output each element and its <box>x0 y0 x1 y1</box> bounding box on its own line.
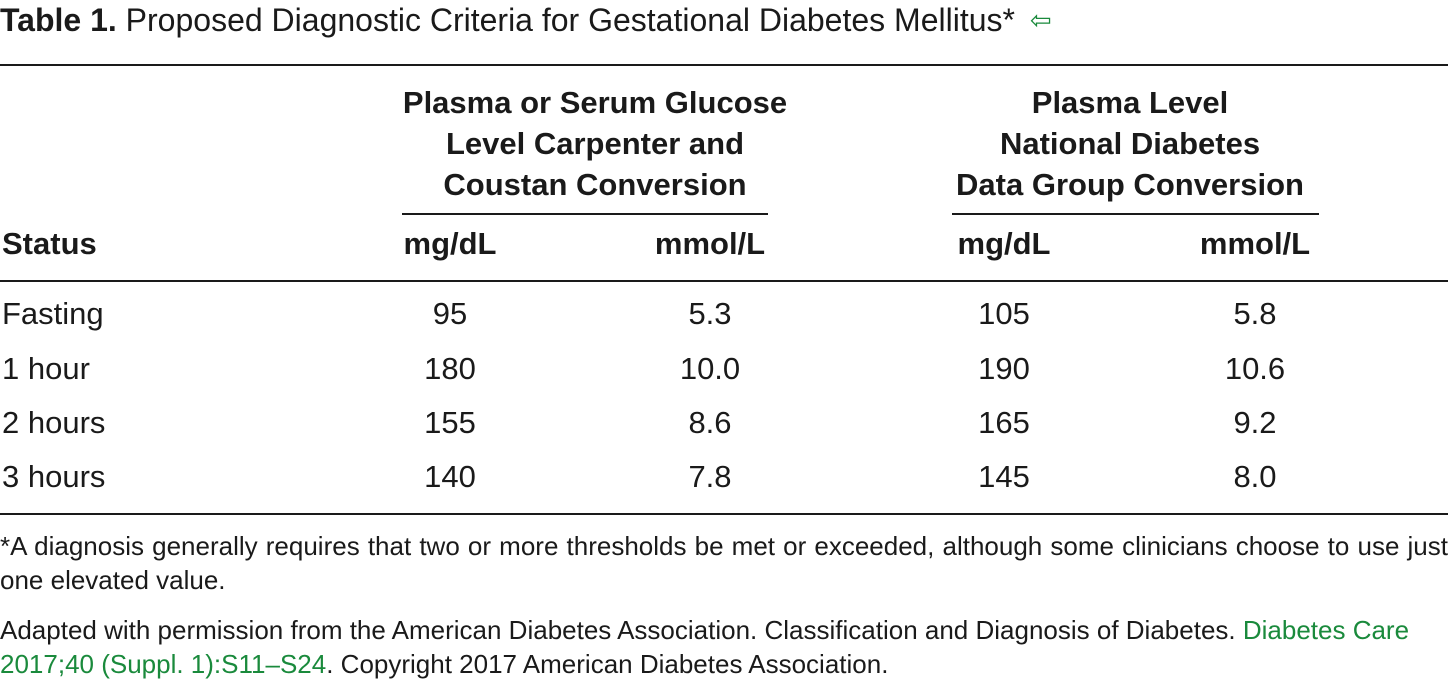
group-header-line: Coustan Conversion <box>443 167 747 202</box>
header-rule <box>0 280 1448 282</box>
table-footnote: *A diagnosis generally requires that two… <box>0 531 1448 595</box>
table-title-text: Proposed Diagnostic Criteria for Gestati… <box>125 2 1015 38</box>
source-prefix: Adapted with permission from the America… <box>0 615 1236 645</box>
back-arrow-icon[interactable]: ⇦ <box>1029 5 1052 35</box>
row-status: Fasting <box>2 296 104 331</box>
row-status: 3 hours <box>2 459 106 494</box>
column-header-mmol-l-2: mmol/L <box>1199 226 1311 261</box>
group-header-line: Level Carpenter and <box>445 126 745 161</box>
cell-value: 140 <box>424 459 476 494</box>
group-underline-carpenter-coustan <box>402 213 768 215</box>
cell-value: 7.8 <box>688 459 732 494</box>
source-suffix: . Copyright 2017 American Diabetes Assoc… <box>326 649 889 679</box>
column-header-mg-dl-2: mg/dL <box>957 226 1051 261</box>
group-underline-ndg <box>952 213 1319 215</box>
column-header-status: Status <box>2 226 97 261</box>
cell-value: 5.8 <box>1233 296 1277 331</box>
group-header-ndg: Plasma Level National Diabetes Data Grou… <box>930 82 1330 205</box>
cell-value: 95 <box>432 296 468 331</box>
group-header-line: Plasma or Serum Glucose <box>402 85 788 120</box>
cell-value: 8.6 <box>688 405 732 440</box>
row-status: 1 hour <box>2 351 90 386</box>
group-header-line: National Diabetes <box>999 126 1261 161</box>
cell-value: 155 <box>424 405 476 440</box>
column-header-mg-dl-1: mg/dL <box>403 226 497 261</box>
source-note: Adapted with permission from the America… <box>0 613 1448 681</box>
cell-value: 8.0 <box>1233 459 1277 494</box>
citation-link[interactable]: Diabetes Care 2017;40 (Suppl. 1):S11–S24 <box>0 615 1410 679</box>
group-header-line: Data Group Conversion <box>956 167 1304 202</box>
cell-value: 190 <box>978 351 1030 386</box>
bottom-rule <box>0 513 1448 515</box>
table-title: Table 1. Proposed Diagnostic Criteria fo… <box>0 0 1448 46</box>
cell-value: 9.2 <box>1233 405 1277 440</box>
column-header-mmol-l-1: mmol/L <box>654 226 766 261</box>
cell-value: 145 <box>978 459 1030 494</box>
cell-value: 10.0 <box>679 351 741 386</box>
cell-value: 5.3 <box>688 296 732 331</box>
top-rule <box>0 64 1448 66</box>
table-number: Table 1. <box>0 2 117 38</box>
group-header-line: Plasma Level <box>1031 85 1229 120</box>
cell-value: 10.6 <box>1224 351 1286 386</box>
cell-value: 180 <box>424 351 476 386</box>
cell-value: 165 <box>978 405 1030 440</box>
cell-value: 105 <box>978 296 1030 331</box>
group-header-carpenter-coustan: Plasma or Serum Glucose Level Carpenter … <box>380 82 810 205</box>
row-status: 2 hours <box>2 405 106 440</box>
